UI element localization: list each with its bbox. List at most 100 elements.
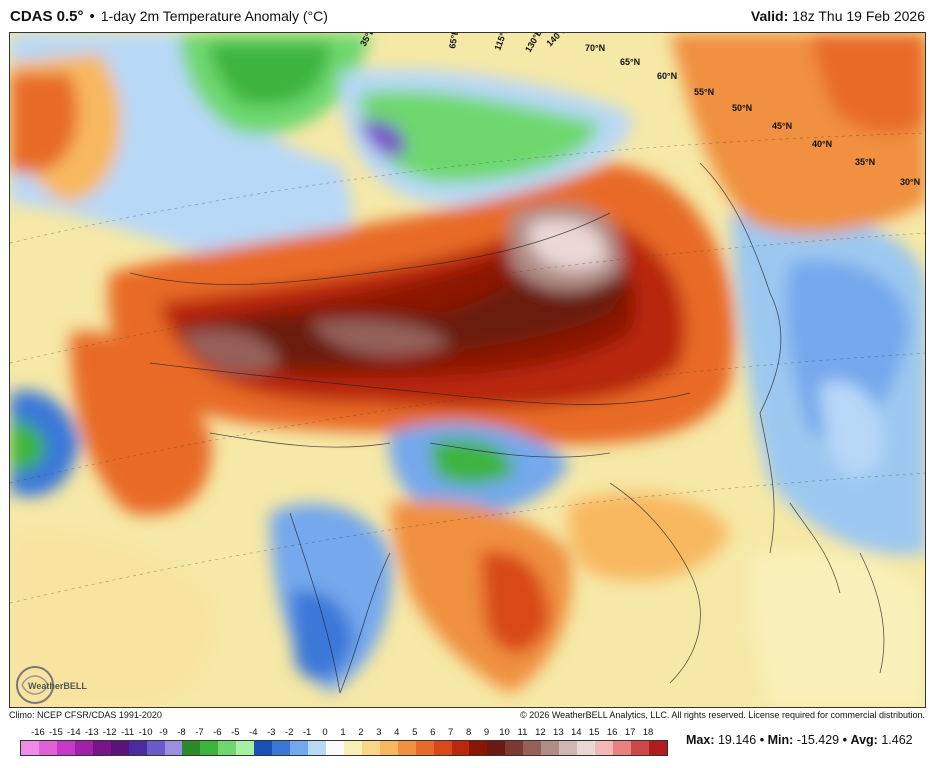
- valid-value: 18z Thu 19 Feb 2026: [792, 8, 925, 24]
- colorbar-swatch: [110, 741, 129, 755]
- colorbar-label: -4: [249, 727, 258, 738]
- colorbar-label: 7: [448, 727, 454, 738]
- colorbar-label: 10: [499, 727, 510, 738]
- colorbar-swatch: [523, 741, 542, 755]
- colorbar-swatch: [541, 741, 560, 755]
- colorbar-label: -12: [102, 727, 117, 738]
- colorbar-swatch: [254, 741, 273, 755]
- avg-label: Avg:: [850, 733, 878, 747]
- anomaly-field: [10, 33, 925, 707]
- colorbar-swatch: [415, 741, 434, 755]
- colorbar-swatch: [505, 741, 524, 755]
- colorbar-label: -9: [159, 727, 168, 738]
- colorbar-label: 18: [642, 727, 654, 738]
- colorbar-swatch: [182, 741, 201, 755]
- lat-label-45: 45°N: [772, 121, 792, 131]
- lat-label-60: 60°N: [657, 71, 677, 81]
- colorbar-label: -1: [302, 727, 312, 738]
- lat-label-50: 50°N: [732, 103, 752, 113]
- lat-label-30: 30°N: [900, 177, 920, 187]
- lat-label-70: 70°N: [585, 43, 605, 53]
- stats-sep-1: •: [759, 733, 765, 747]
- min-value: -15.429: [796, 733, 840, 747]
- stats-readout: Max: 19.146 • Min: -15.429 • Avg: 1.462: [686, 733, 913, 747]
- colorbar-label: 14: [570, 727, 582, 738]
- colorbar-label: 2: [358, 727, 364, 738]
- colorbar-swatch: [630, 741, 649, 755]
- colorbar-swatch: [397, 741, 416, 755]
- colorbar-swatch: [200, 741, 219, 755]
- valid-label: Valid:: [750, 8, 789, 24]
- colorbar-label: -16: [31, 727, 45, 738]
- colorbar-label: -3: [266, 727, 276, 738]
- colorbar-label: 3: [376, 727, 382, 738]
- map-canvas: 70°N 65°N 60°N 55°N 50°N 45°N 40°N 35°N …: [10, 33, 925, 707]
- product-title: 1-day 2m Temperature Anomaly (°C): [100, 7, 328, 24]
- colorbar-swatch: [128, 741, 147, 755]
- lon-label-65: 65°E: [447, 33, 460, 49]
- colorbar-label: 9: [483, 727, 490, 738]
- colorbar-swatch: [56, 741, 75, 755]
- colorbar-label: -13: [84, 727, 99, 738]
- copyright-note: © 2026 WeatherBELL Analytics, LLC. All r…: [520, 710, 925, 720]
- colorbar-swatch: [38, 741, 57, 755]
- colorbar-swatch: [164, 741, 183, 755]
- colorbar-swatch: [612, 741, 631, 755]
- colorbar-swatch: [290, 741, 308, 755]
- weatherbell-logo: WeatherBELL: [16, 666, 87, 704]
- colorbar-swatch: [361, 741, 380, 755]
- colorbar-label: 16: [606, 727, 618, 738]
- colorbar-swatch: [236, 741, 255, 755]
- graticule-labels: 70°N 65°N 60°N 55°N 50°N 45°N 40°N 35°N …: [358, 33, 920, 187]
- colorbar-swatch: [146, 741, 165, 755]
- colorbar-swatch: [451, 741, 470, 755]
- min-label: Min:: [767, 733, 794, 747]
- colorbar-swatch: [648, 741, 667, 755]
- colorbar-label: 12: [535, 727, 546, 738]
- lat-label-55: 55°N: [694, 87, 714, 97]
- colorbar-label: -7: [195, 727, 204, 738]
- title-group: CDAS 0.5° • 1-day 2m Temperature Anomaly…: [10, 8, 328, 25]
- avg-value: 1.462: [881, 733, 913, 747]
- colorbar: -16 -15 -14 -13 -12 -11 -10 -9 -8 -7 -6 -5 -4 -3 -2 -1 0…: [20, 727, 668, 763]
- lat-label-40: 40°N: [812, 139, 832, 149]
- max-value: 19.146: [717, 733, 757, 747]
- colorbar-label: 0: [322, 727, 328, 738]
- colorbar-label: -6: [213, 727, 222, 738]
- colorbar-swatch: [272, 741, 291, 755]
- colorbar-swatch: [379, 741, 398, 755]
- colorbar-label: -5: [231, 727, 240, 738]
- colorbar-swatch: [218, 741, 237, 755]
- colorbar-swatch: [74, 741, 93, 755]
- colorbar-swatch: [469, 741, 488, 755]
- colorbar-label: -14: [66, 727, 81, 738]
- model-name: CDAS 0.5°: [10, 7, 84, 25]
- colorbar-label: 6: [430, 727, 436, 738]
- colorbar-swatch: [559, 741, 578, 755]
- colorbar-label: 5: [412, 727, 418, 738]
- anomaly-map[interactable]: 70°N 65°N 60°N 55°N 50°N 45°N 40°N 35°N …: [9, 32, 926, 708]
- colorbar-label: -10: [138, 727, 153, 738]
- title-bullet: •: [89, 7, 95, 25]
- stats-sep-2: •: [842, 733, 848, 747]
- colorbar-swatch: [595, 741, 613, 755]
- colorbar-label: 1: [340, 727, 346, 738]
- colorbar-label: 17: [624, 727, 636, 738]
- colorbar-swatches: [20, 740, 668, 756]
- colorbar-swatch: [433, 741, 452, 755]
- colorbar-swatch: [21, 741, 39, 755]
- colorbar-swatch: [92, 741, 111, 755]
- colorbar-swatch: [308, 741, 326, 755]
- colorbar-swatch: [343, 741, 362, 755]
- logo-text: WeatherBELL: [28, 681, 87, 691]
- colorbar-label: 13: [553, 727, 564, 738]
- borders-layer: [129, 162, 885, 694]
- colorbar-label: -15: [49, 727, 63, 738]
- colorbar-swatch: [325, 741, 344, 755]
- colorbar-labels: -16 -15 -14 -13 -12 -11 -10 -9 -8 -7 -6 -5 -4 -3 -2 -1 0…: [20, 727, 668, 739]
- colorbar-swatch: [487, 741, 506, 755]
- colorbar-label: -8: [177, 727, 186, 738]
- colorbar-swatch: [577, 741, 595, 755]
- colorbar-label: -11: [121, 727, 135, 738]
- colorbar-label: 15: [588, 727, 600, 738]
